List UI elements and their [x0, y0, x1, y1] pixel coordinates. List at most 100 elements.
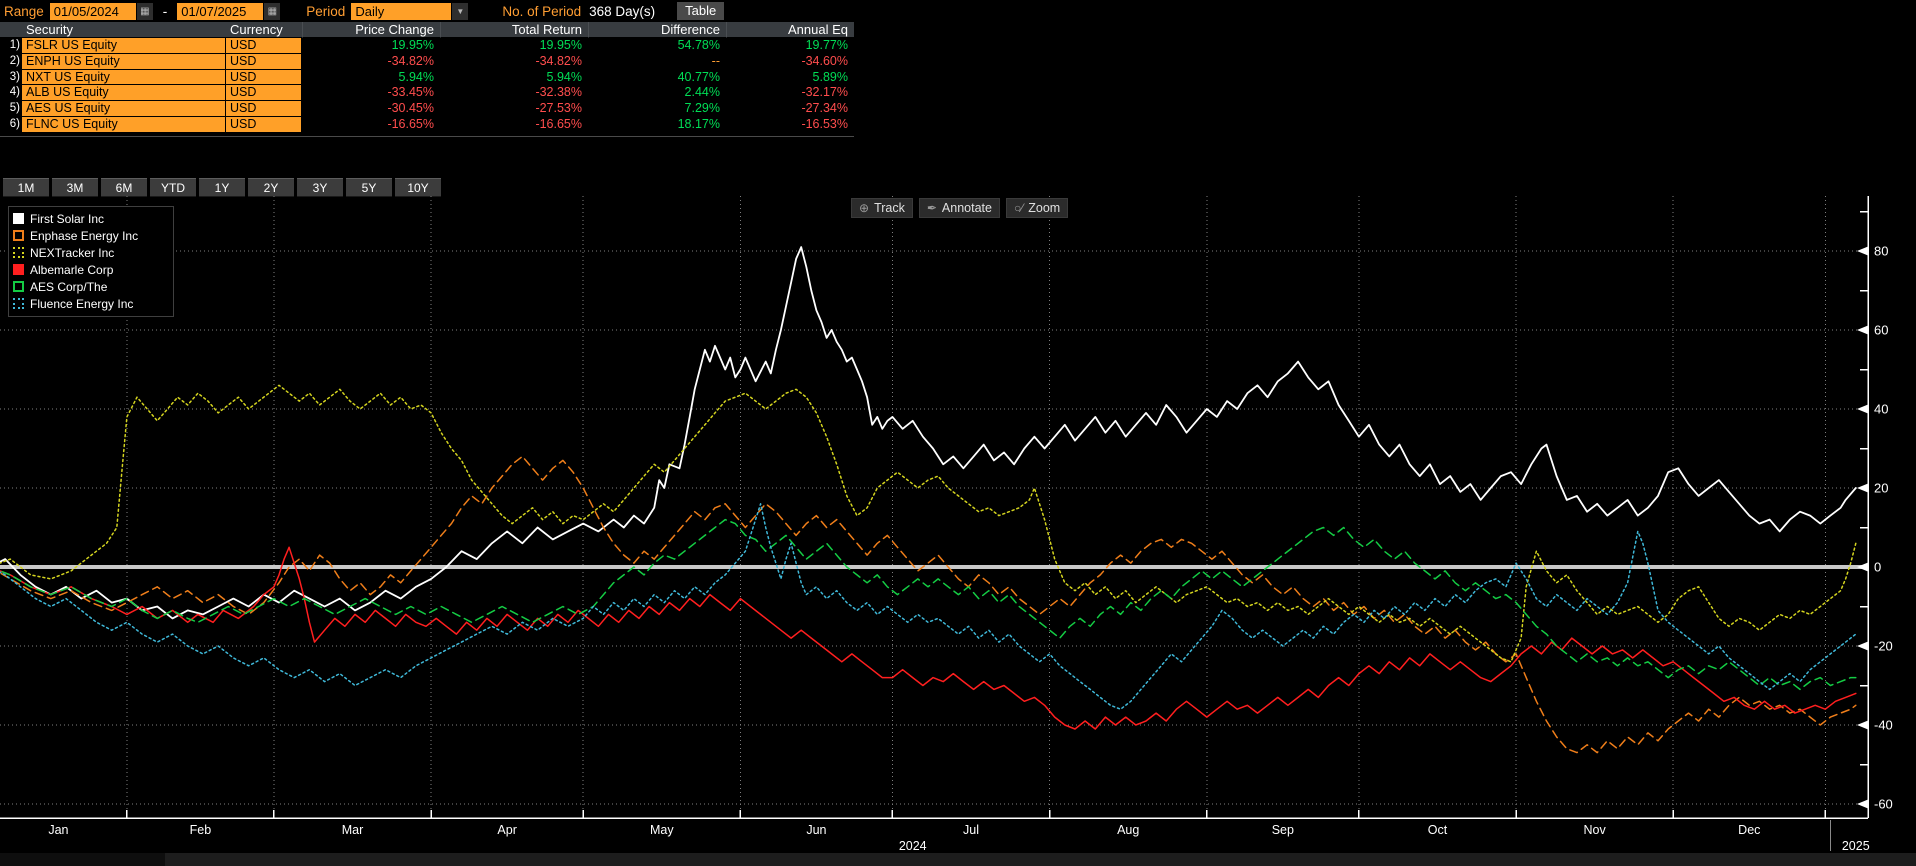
y-tick-arrow — [1857, 562, 1868, 572]
currency-cell[interactable]: USD — [226, 85, 302, 102]
legend-label: Albemarle Corp — [30, 262, 114, 277]
period-label: Period — [306, 3, 346, 19]
chart-area[interactable]: First Solar Inc Enphase Energy Inc NEXTrac… — [0, 194, 1916, 854]
column-header-currency: Currency — [226, 22, 302, 38]
chevron-down-icon[interactable]: ▼ — [451, 2, 469, 20]
row-number: 3) — [9, 70, 20, 83]
zoom-button[interactable]: ○⁄ Zoom — [1005, 198, 1069, 218]
legend-label: First Solar Inc — [30, 211, 105, 226]
series-line-aes — [0, 518, 1857, 691]
legend-item[interactable]: AES Corp/The — [13, 278, 169, 295]
legend-swatch-icon — [13, 230, 24, 241]
total-return-value: -34.82% — [535, 53, 582, 68]
legend-swatch-icon — [13, 281, 24, 292]
row-number: 5) — [9, 102, 20, 115]
price-change-value: -16.65% — [387, 116, 434, 131]
legend-item[interactable]: Fluence Energy Inc — [13, 295, 169, 312]
x-axis-month-label: Feb — [190, 823, 212, 837]
zero-baseline — [0, 565, 1868, 569]
track-button[interactable]: ⊕ Track — [851, 198, 913, 218]
legend-item[interactable]: First Solar Inc — [13, 210, 169, 227]
series-line-alb — [0, 546, 1857, 730]
column-header-difference: Difference — [588, 22, 726, 38]
legend-label: Enphase Energy Inc — [30, 228, 139, 243]
y-tick-arrow — [1857, 641, 1868, 651]
annual-eq-value: -16.53% — [801, 116, 848, 131]
row-number: 2) — [9, 54, 20, 67]
num-period-value: 368 Day(s) — [589, 3, 656, 19]
annotate-button-label: Annotate — [941, 201, 992, 215]
column-header-annual-eq: Annual Eq — [726, 22, 854, 38]
bottom-scrollbar-track[interactable] — [0, 853, 1916, 866]
y-axis-label: -60 — [1874, 797, 1893, 812]
period-select[interactable]: Daily — [351, 2, 452, 20]
total-return-value: -32.38% — [535, 85, 582, 100]
x-axis-month-label: Jan — [48, 823, 68, 837]
series-line-enph — [0, 455, 1857, 754]
range-start-input[interactable]: 01/05/2024 — [49, 2, 136, 20]
tab-5y[interactable]: 5Y — [346, 178, 392, 197]
total-return-value: -27.53% — [535, 101, 582, 116]
difference-value: -- — [711, 53, 720, 68]
legend-label: Fluence Energy Inc — [30, 296, 134, 311]
security-cell[interactable]: FLNC US Equity — [22, 116, 226, 133]
difference-value: 2.44% — [684, 85, 720, 100]
x-axis-month-label: Apr — [497, 823, 516, 837]
currency-cell[interactable]: USD — [226, 69, 302, 86]
tab-2y[interactable]: 2Y — [248, 178, 294, 197]
legend-swatch-icon — [13, 298, 24, 309]
security-cell[interactable]: NXT US Equity — [22, 69, 226, 86]
currency-cell[interactable]: USD — [226, 116, 302, 133]
currency-cell[interactable]: USD — [226, 38, 302, 54]
annotate-button[interactable]: ✒ Annotate — [918, 198, 1000, 218]
table-button[interactable]: Table — [677, 2, 725, 20]
security-cell[interactable]: AES US Equity — [22, 101, 226, 117]
legend-swatch-icon — [13, 213, 24, 224]
row-number: 1) — [9, 39, 20, 51]
series-line-flnc — [0, 503, 1857, 710]
currency-cell[interactable]: USD — [226, 53, 302, 70]
calendar-icon[interactable]: ▦ — [263, 2, 281, 20]
track-crosshair-icon: ⊕ — [859, 201, 870, 215]
y-axis-label: -40 — [1874, 718, 1893, 733]
y-axis-label: 60 — [1874, 323, 1888, 338]
currency-cell[interactable]: USD — [226, 101, 302, 117]
tab-3y[interactable]: 3Y — [297, 178, 343, 197]
price-change-value: -30.45% — [387, 101, 434, 116]
annual-eq-value: -27.34% — [801, 101, 848, 116]
legend-label: AES Corp/The — [30, 279, 108, 294]
legend-item[interactable]: NEXTracker Inc — [13, 244, 169, 261]
legend-item[interactable]: Enphase Energy Inc — [13, 227, 169, 244]
x-axis-month-label: Nov — [1584, 823, 1607, 837]
tab-1m[interactable]: 1M — [3, 178, 49, 197]
returns-line-chart[interactable]: 80 60 40 20 0 -20 -40 -60 Jan Feb Mar Apr May Jun Jul A… — [0, 194, 1916, 854]
tab-ytd[interactable]: YTD — [150, 178, 196, 197]
x-axis-month-label: Dec — [1738, 823, 1760, 837]
tab-1y[interactable]: 1Y — [199, 178, 245, 197]
x-axis-month-label: Jun — [806, 823, 826, 837]
security-cell[interactable]: ENPH US Equity — [22, 53, 226, 70]
security-cell[interactable]: ALB US Equity — [22, 85, 226, 102]
price-change-value: -34.82% — [387, 53, 434, 68]
legend-item[interactable]: Albemarle Corp — [13, 261, 169, 278]
legend-swatch-icon — [13, 264, 24, 275]
tab-10y[interactable]: 10Y — [395, 178, 441, 197]
range-end-input[interactable]: 01/07/2025 — [177, 2, 264, 20]
price-change-value: -33.45% — [387, 85, 434, 100]
calendar-icon[interactable]: ▦ — [135, 2, 153, 20]
y-tick-arrow — [1857, 720, 1868, 730]
column-header-security: Security — [22, 22, 226, 38]
total-return-value: 5.94% — [546, 69, 582, 84]
security-cell[interactable]: FSLR US Equity — [22, 38, 226, 54]
x-axis-year-label: 2025 — [1842, 839, 1870, 853]
y-axis-label: 20 — [1874, 481, 1888, 496]
x-axis-month-label: Oct — [1428, 823, 1448, 837]
y-tick-arrow — [1857, 404, 1868, 414]
y-axis-label: 80 — [1874, 244, 1888, 259]
tab-3m[interactable]: 3M — [52, 178, 98, 197]
tab-6m[interactable]: 6M — [101, 178, 147, 197]
row-number: 4) — [9, 86, 20, 99]
x-axis-month-label: May — [650, 823, 674, 837]
y-axis-label: -20 — [1874, 639, 1893, 654]
